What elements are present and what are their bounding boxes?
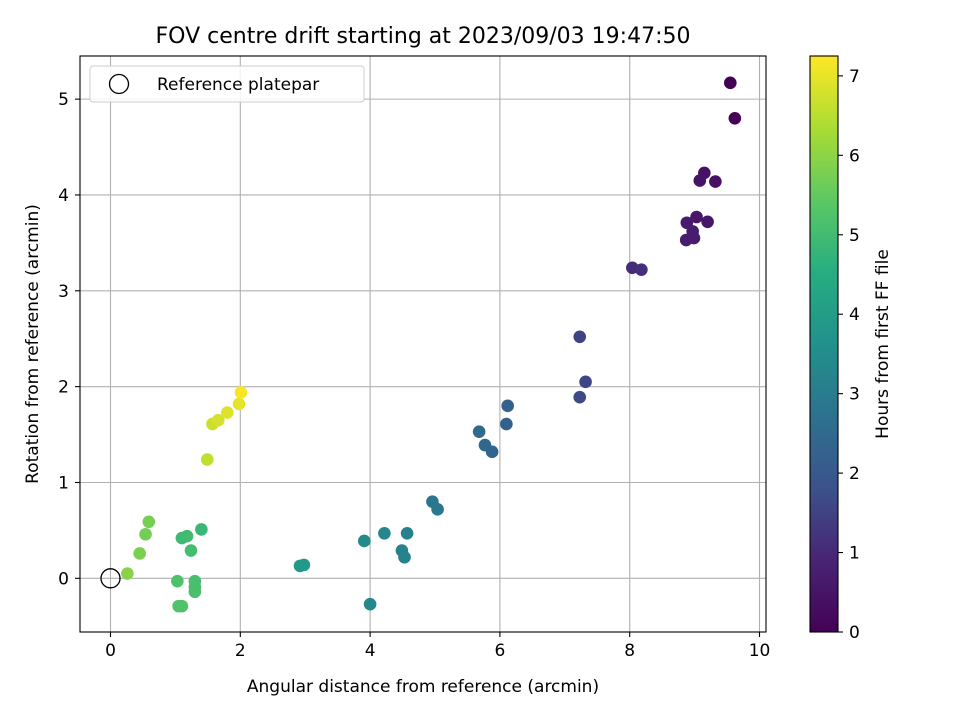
data-point [232,397,246,411]
data-point [142,515,156,529]
plot-frame [79,55,767,633]
y-tick-label: 0 [58,569,69,589]
colorbar: 0 1 2 3 4 5 6 7 Hours from first FF file [809,55,893,643]
data-point [573,330,587,344]
data-point [687,231,701,245]
y-tick-label: 3 [58,282,69,302]
data-point [400,526,414,540]
data-point [693,174,707,187]
chart-title: FOV centre drift starting at 2023/09/03 … [156,24,691,49]
data-point [398,550,411,564]
data-point [200,453,214,466]
data-point [635,263,648,277]
y-tick-label: 4 [58,186,69,206]
colorbar-tick-label: 1 [849,544,860,564]
legend-box [89,65,365,103]
data-point [431,503,444,516]
data-points [121,76,742,613]
data-point [221,406,234,419]
data-point [690,210,703,224]
x-tick-label: 10 [749,641,771,661]
x-tick-label: 8 [624,641,635,661]
data-point [728,111,742,125]
colorbar-tick-label: 3 [849,385,860,405]
y-axis-ticks: 0 1 2 3 4 5 [58,90,80,589]
colorbar-tick-label: 7 [849,67,860,87]
data-point [363,597,377,611]
x-tick-label: 6 [494,641,505,661]
data-point [133,547,147,560]
data-point [234,386,248,399]
data-point [121,567,134,580]
reference-platepar-marker [100,568,121,589]
y-tick-label: 5 [58,90,69,110]
data-point [709,175,722,188]
legend: Reference platepar [89,65,365,103]
y-axis-label: Rotation from reference (arcmin) [23,204,43,484]
data-point [139,527,152,541]
legend-marker-icon [108,73,130,95]
y-tick-label: 2 [58,378,69,398]
data-point [357,534,371,548]
colorbar-gradient [810,56,838,632]
data-point [175,599,189,613]
data-point [500,417,513,431]
x-tick-label: 0 [105,641,116,661]
data-point [188,585,202,599]
colorbar-tick-label: 5 [849,226,860,246]
colorbar-tick-label: 4 [849,305,860,325]
x-tick-label: 4 [365,641,376,661]
data-point [724,76,737,90]
data-point [573,390,587,404]
data-point [180,529,194,543]
data-point [701,215,714,229]
grid [80,56,766,632]
colorbar-tick-label: 2 [849,464,860,484]
x-tick-label: 2 [235,641,246,661]
colorbar-frame [809,55,839,633]
y-tick-label: 1 [58,473,69,493]
colorbar-tick-label: 0 [849,623,860,643]
data-point [472,425,486,438]
data-point [211,413,225,427]
reference-marker-layer [100,568,121,589]
colorbar-ticks: 0 1 2 3 4 5 6 7 [838,67,860,643]
data-point [297,558,311,572]
data-point [171,574,184,588]
x-axis-label: Angular distance from reference (arcmin) [247,677,599,697]
data-point [184,544,198,557]
data-point [485,445,499,459]
colorbar-tick-label: 6 [849,146,860,166]
data-point [378,526,391,540]
colorbar-label: Hours from first FF file [873,249,893,439]
data-point [579,375,592,389]
x-axis-ticks: 0 2 4 6 8 10 [105,632,770,661]
legend-entry-label: Reference platepar [157,75,319,95]
data-point [501,399,514,413]
data-point [195,523,208,536]
